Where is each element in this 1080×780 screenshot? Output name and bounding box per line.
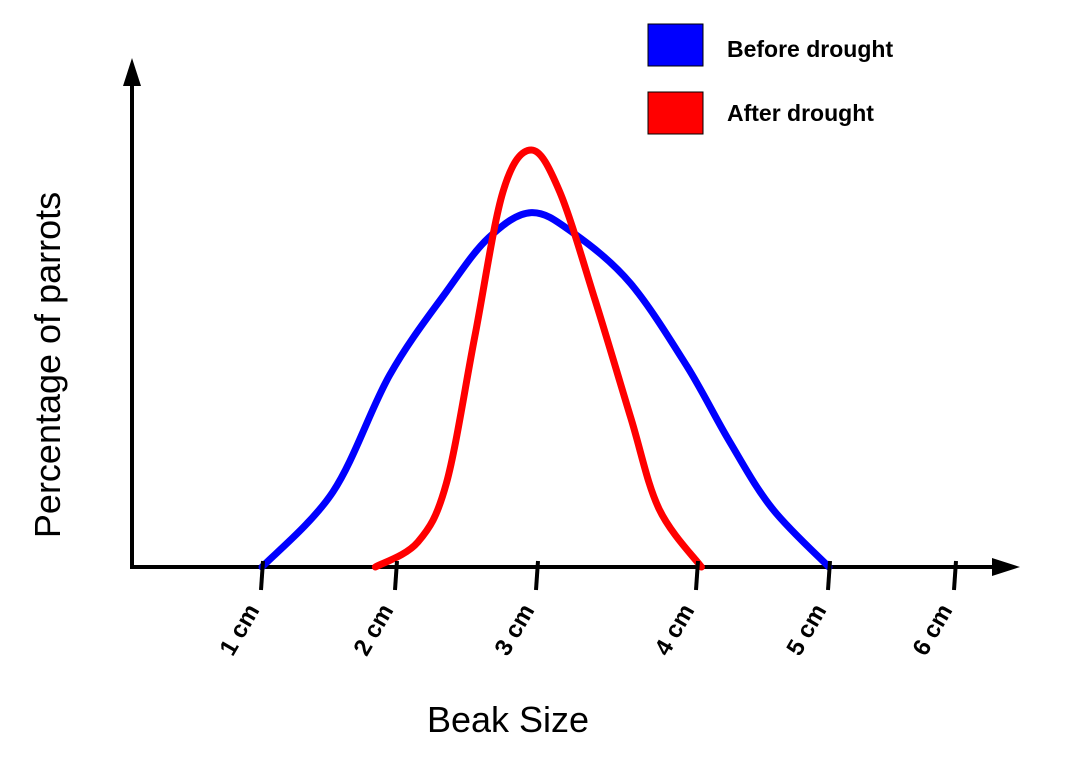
series-layer [258, 146, 833, 571]
series-line-after-drought [371, 146, 705, 571]
x-tick [952, 560, 958, 591]
x-tick [826, 560, 832, 591]
legend-swatch-before [647, 23, 704, 67]
x-tick [534, 560, 540, 591]
legend-label-after: After drought [727, 100, 874, 126]
x-tick-label: 5 cm [781, 600, 832, 661]
x-tick-label: 2 cm [348, 600, 399, 661]
x-axis-arrow-icon [992, 558, 1020, 576]
x-ticks: 1 cm 2 cm 3 cm 4 cm 5 cm 6 cm [214, 560, 958, 661]
series-line-before-drought [258, 209, 833, 571]
x-tick-label: 4 cm [649, 600, 700, 661]
x-axis-title: Beak Size [427, 699, 589, 740]
x-tick [694, 560, 700, 591]
legend-label-before: Before drought [727, 36, 893, 62]
x-tick-label: 3 cm [489, 600, 540, 661]
x-tick-label: 6 cm [907, 600, 958, 661]
x-tick [393, 560, 399, 591]
y-axis-arrow-icon [123, 58, 141, 86]
x-tick-label: 1 cm [214, 600, 265, 661]
legend: Before drought After drought [647, 23, 893, 135]
y-axis-title: Percentage of parrots [27, 192, 68, 538]
x-tick [259, 560, 265, 591]
legend-swatch-after [647, 91, 704, 135]
